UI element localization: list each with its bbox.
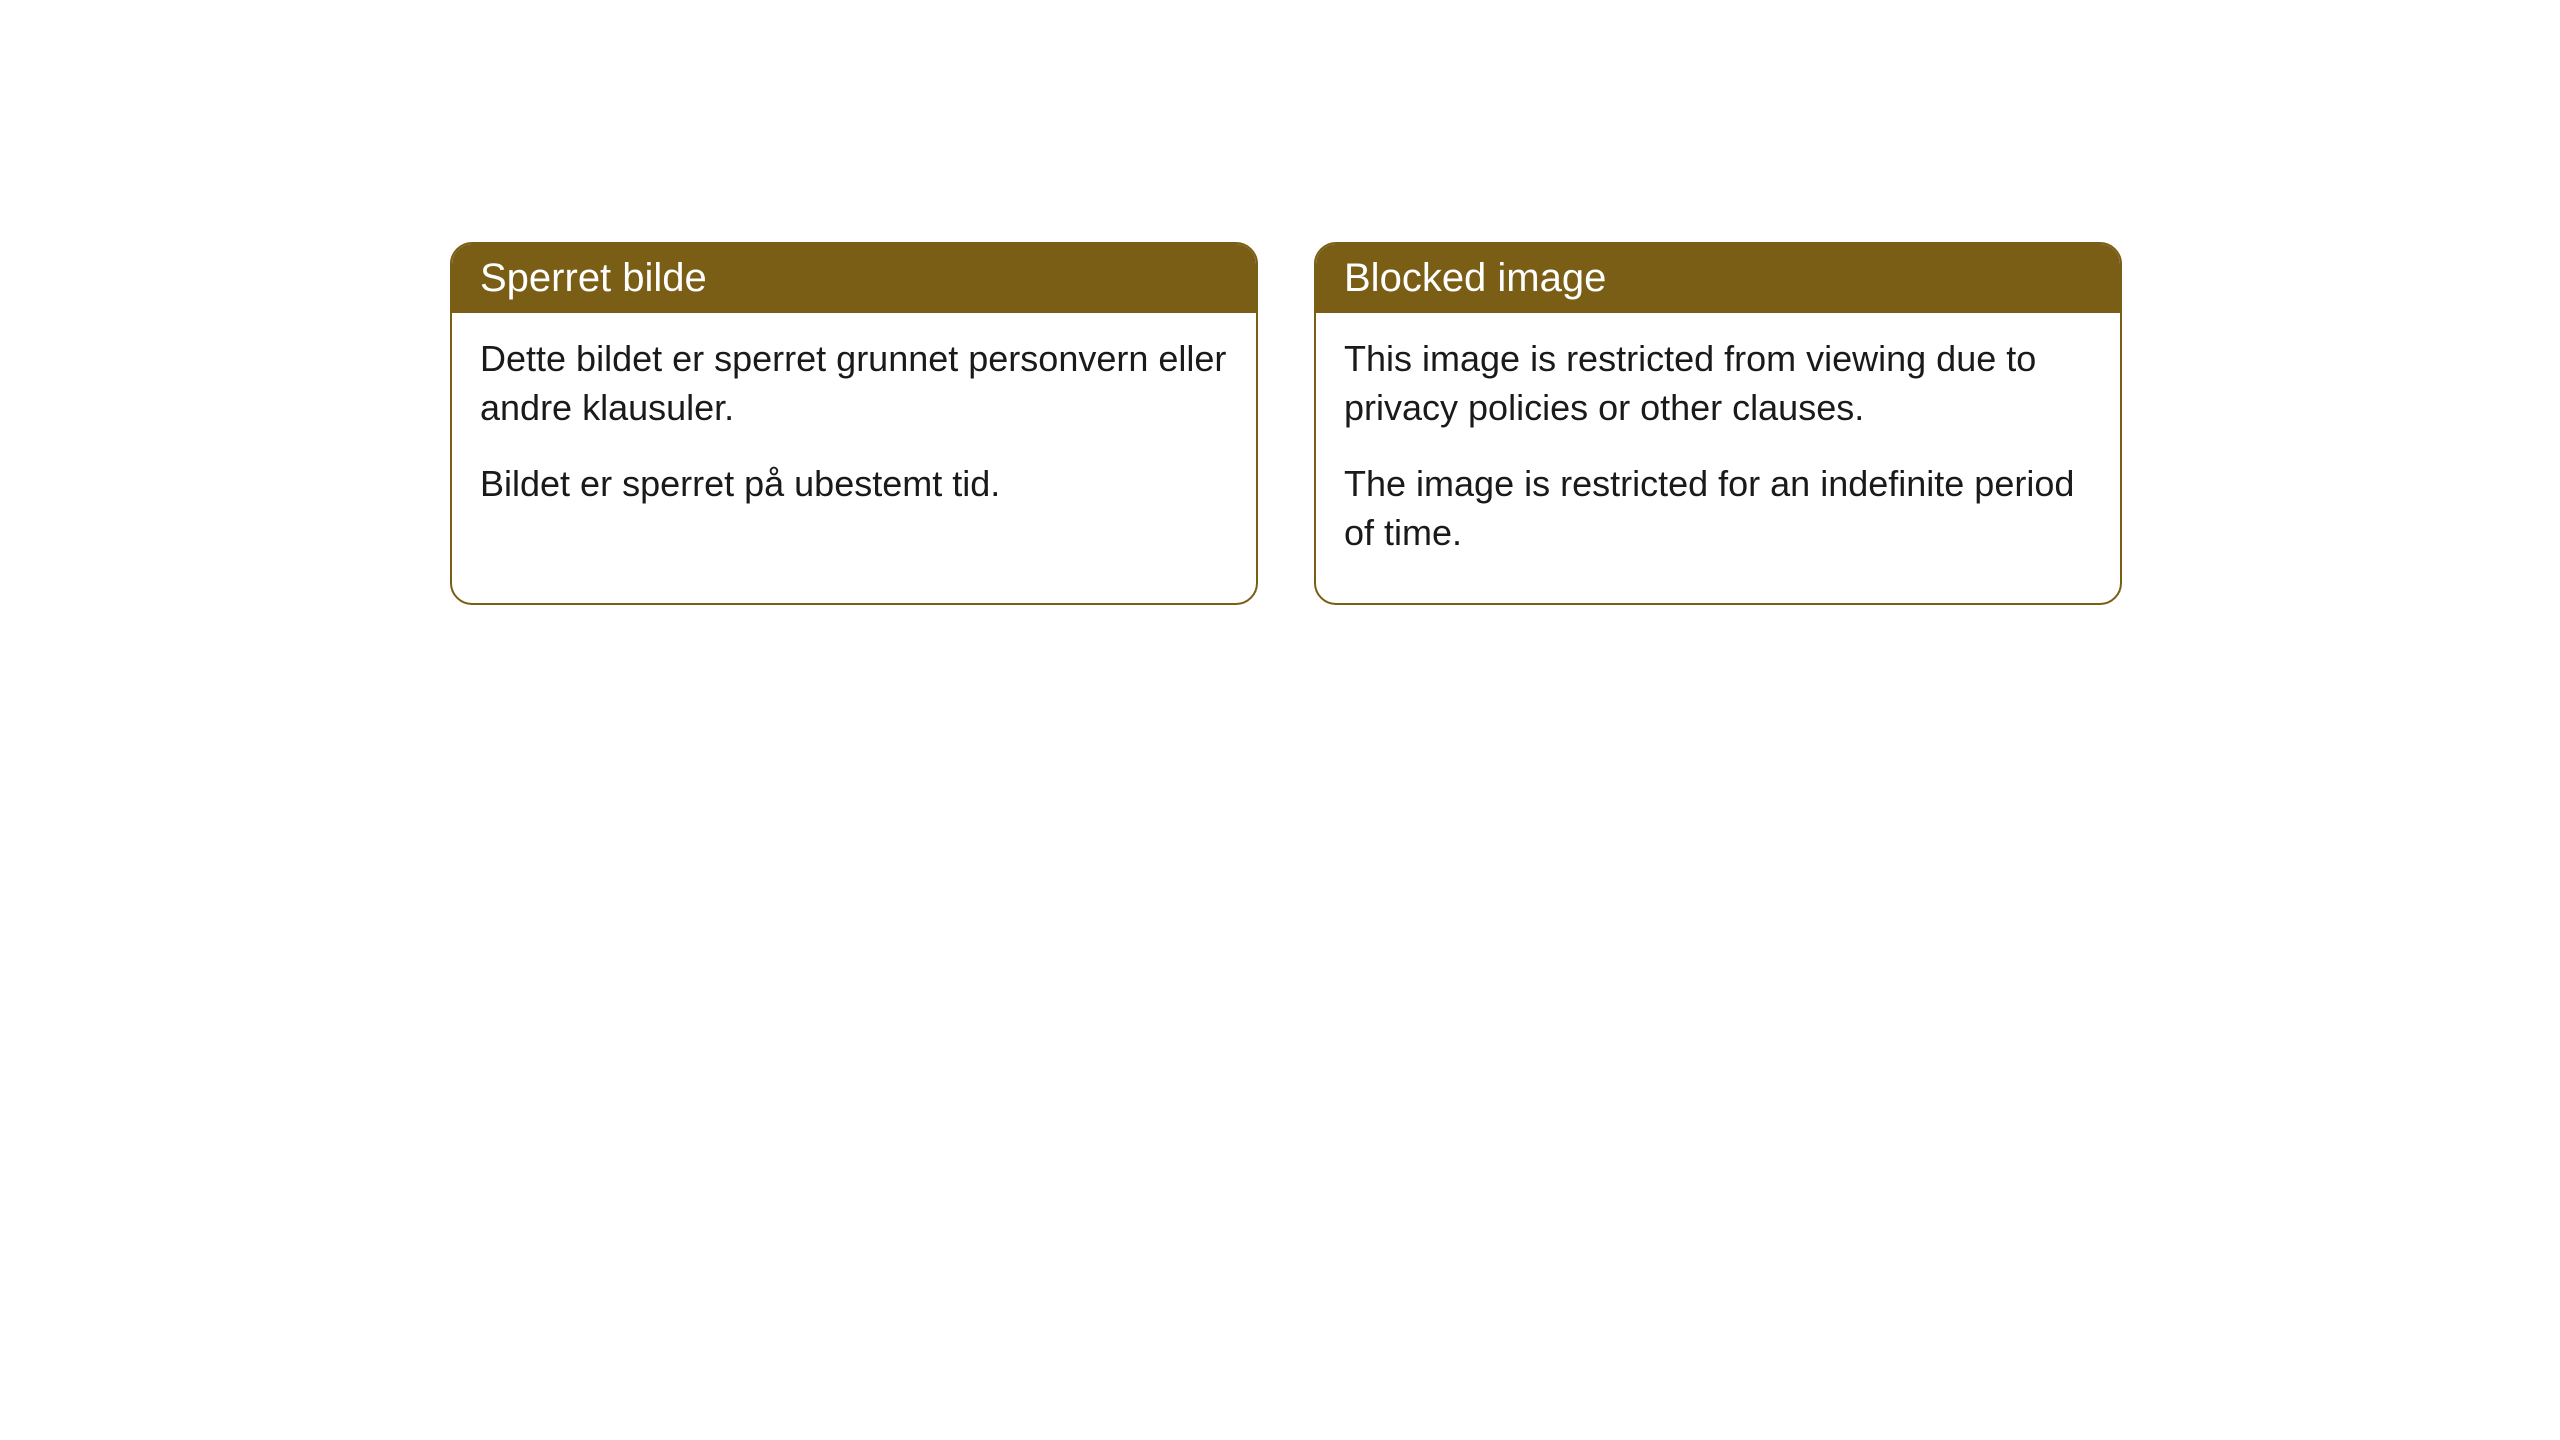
card-body-english: This image is restricted from viewing du… [1316, 313, 2120, 603]
card-title-norwegian: Sperret bilde [480, 256, 707, 300]
card-paragraph-2-english: The image is restricted for an indefinit… [1344, 460, 2092, 557]
card-paragraph-1-norwegian: Dette bildet er sperret grunnet personve… [480, 335, 1228, 432]
blocked-image-card-english: Blocked image This image is restricted f… [1314, 242, 2122, 605]
notice-container: Sperret bilde Dette bildet er sperret gr… [450, 242, 2122, 605]
blocked-image-card-norwegian: Sperret bilde Dette bildet er sperret gr… [450, 242, 1258, 605]
card-body-norwegian: Dette bildet er sperret grunnet personve… [452, 313, 1256, 555]
card-title-english: Blocked image [1344, 256, 1606, 300]
card-paragraph-1-english: This image is restricted from viewing du… [1344, 335, 2092, 432]
card-header-norwegian: Sperret bilde [452, 244, 1256, 313]
card-header-english: Blocked image [1316, 244, 2120, 313]
card-paragraph-2-norwegian: Bildet er sperret på ubestemt tid. [480, 460, 1228, 509]
